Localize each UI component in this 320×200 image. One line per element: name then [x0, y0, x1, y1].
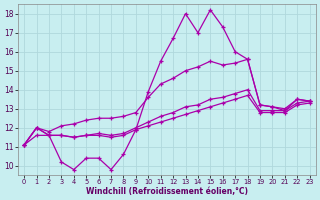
- X-axis label: Windchill (Refroidissement éolien,°C): Windchill (Refroidissement éolien,°C): [86, 187, 248, 196]
